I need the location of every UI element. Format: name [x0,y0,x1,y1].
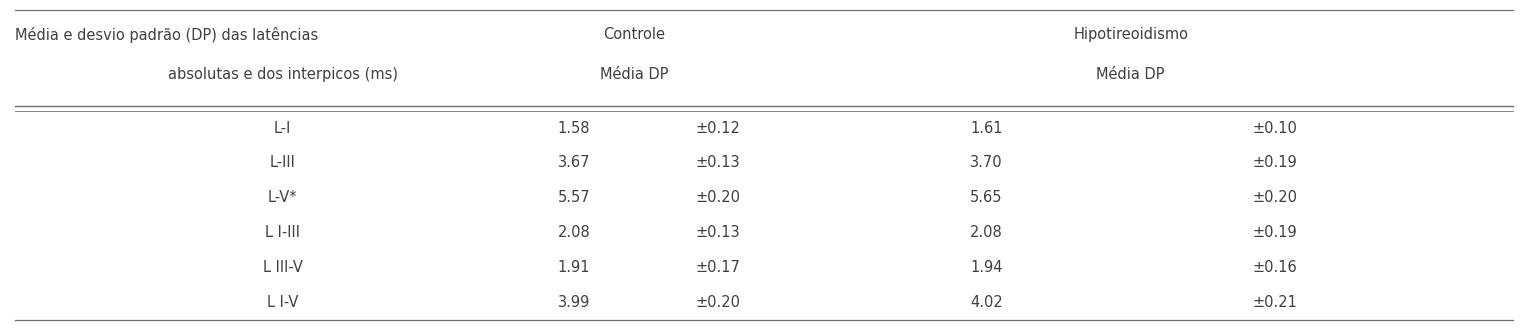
Text: absolutas e dos interpicos (ms): absolutas e dos interpicos (ms) [168,67,397,82]
Text: 5.65: 5.65 [970,190,1002,205]
Text: L-V*: L-V* [267,190,298,205]
Text: ±0.19: ±0.19 [1253,225,1297,240]
Text: L-III: L-III [270,155,295,170]
Text: 1.58: 1.58 [558,120,590,136]
Text: 3.70: 3.70 [970,155,1002,170]
Text: Média DP: Média DP [601,67,668,82]
Text: 1.94: 1.94 [970,260,1002,275]
Text: ±0.20: ±0.20 [1253,190,1297,205]
Text: 2.08: 2.08 [558,225,590,240]
Text: L I-III: L I-III [266,225,299,240]
Text: Média DP: Média DP [1097,67,1164,82]
Text: L-I: L-I [274,120,292,136]
Text: ±0.13: ±0.13 [695,225,740,240]
Text: 3.67: 3.67 [558,155,590,170]
Text: ±0.21: ±0.21 [1253,295,1297,310]
Text: 1.61: 1.61 [970,120,1002,136]
Text: Controle: Controle [604,27,665,42]
Text: ±0.20: ±0.20 [695,190,740,205]
Text: 4.02: 4.02 [970,295,1002,310]
Text: Média e desvio padrão (DP) das latências: Média e desvio padrão (DP) das latências [15,27,318,43]
Text: ±0.10: ±0.10 [1253,120,1297,136]
Text: L III-V: L III-V [263,260,303,275]
Text: Hipotireoidismo: Hipotireoidismo [1073,27,1189,42]
Text: ±0.12: ±0.12 [695,120,740,136]
Text: ±0.17: ±0.17 [695,260,740,275]
Text: ±0.20: ±0.20 [695,295,740,310]
Text: 5.57: 5.57 [558,190,590,205]
Text: 3.99: 3.99 [558,295,590,310]
Text: L I-V: L I-V [267,295,298,310]
Text: 1.91: 1.91 [558,260,590,275]
Text: 2.08: 2.08 [970,225,1002,240]
Text: ±0.16: ±0.16 [1253,260,1297,275]
Text: ±0.13: ±0.13 [695,155,740,170]
Text: ±0.19: ±0.19 [1253,155,1297,170]
